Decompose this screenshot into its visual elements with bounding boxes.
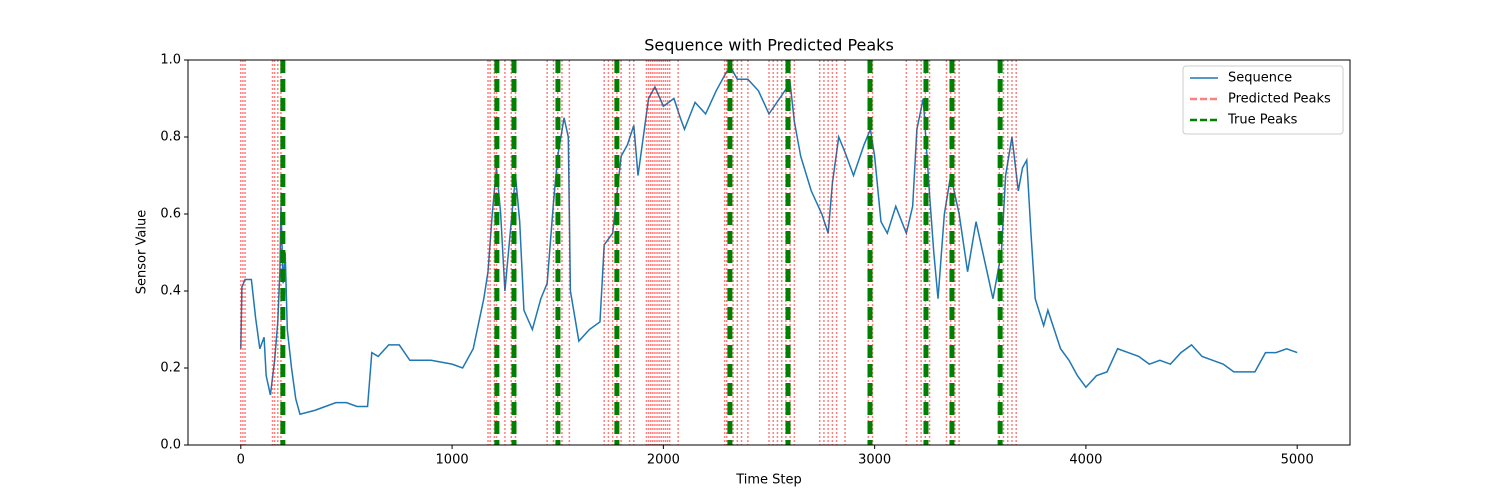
x-tick-label: 4000 [1069, 453, 1102, 468]
chart-title: Sequence with Predicted Peaks [644, 36, 894, 55]
y-tick-label: 0.0 [160, 438, 181, 453]
x-tick-label: 0 [237, 453, 245, 468]
axes-frame [187, 59, 1351, 446]
plot-area [240, 60, 1298, 445]
x-tick-label: 1000 [436, 453, 469, 468]
legend-label: True Peaks [1227, 113, 1298, 128]
x-tick-label: 5000 [1281, 453, 1314, 468]
legend-label: Sequence [1228, 71, 1292, 86]
sequence-line [240, 66, 1298, 416]
x-tick-label: 2000 [647, 453, 680, 468]
y-tick-label: 0.8 [160, 130, 181, 145]
y-tick-label: 1.0 [160, 53, 181, 68]
y-axis-label: Sensor Value [135, 210, 150, 294]
legend-box [1182, 65, 1344, 135]
y-tick-label: 0.4 [160, 284, 181, 299]
x-tick-label: 3000 [858, 453, 891, 468]
y-tick-label: 0.2 [160, 361, 181, 376]
legend-label: Predicted Peaks [1228, 92, 1331, 107]
y-tick-label: 0.6 [160, 207, 181, 222]
x-axis-label: Time Step [735, 473, 802, 488]
